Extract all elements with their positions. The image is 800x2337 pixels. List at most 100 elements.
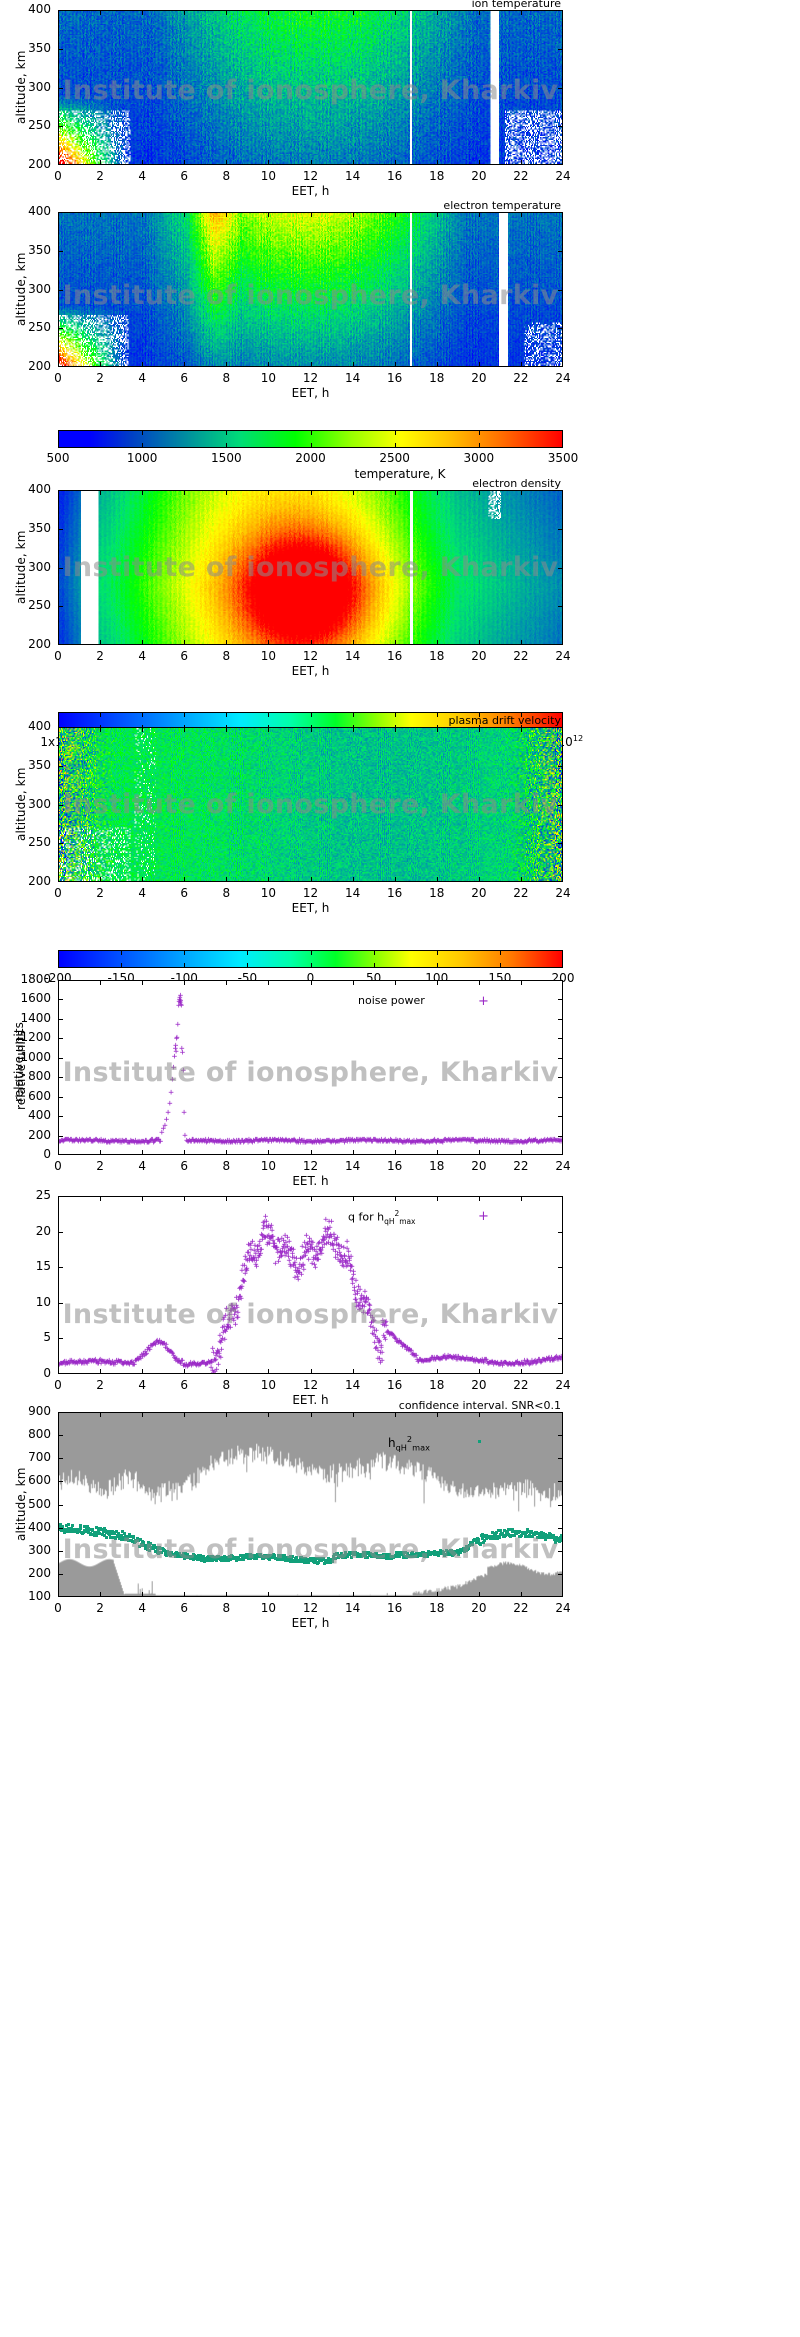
x-tick-mark [142, 1150, 144, 1155]
y-tick-mark [58, 1302, 63, 1304]
data-point: + [140, 1136, 147, 1147]
data-point: + [556, 1136, 562, 1147]
data-point: + [369, 1137, 376, 1148]
data-point: + [423, 1355, 429, 1366]
data-point [145, 1546, 149, 1550]
data-point: + [182, 1360, 188, 1371]
data-point: + [441, 1135, 447, 1146]
data-point: + [302, 1242, 309, 1253]
data-point: + [209, 1366, 216, 1374]
data-point [137, 1544, 141, 1548]
data-point [100, 1532, 104, 1536]
x-tick-mark [226, 1196, 228, 1201]
data-point: + [534, 1137, 541, 1148]
data-point: + [214, 1365, 220, 1374]
colorbar-tick [499, 950, 501, 955]
data-point: + [162, 1120, 168, 1131]
data-point: + [270, 1232, 276, 1243]
data-point [297, 1560, 301, 1564]
data-point: + [239, 1136, 246, 1147]
data-point: + [529, 1356, 535, 1367]
data-point: + [205, 1135, 212, 1146]
data-point: + [359, 1135, 366, 1146]
x-tick-mark [142, 980, 144, 985]
y-tick-mark [558, 606, 563, 608]
data-point: + [239, 1282, 245, 1293]
data-point: + [359, 1295, 365, 1305]
data-point: + [407, 1138, 414, 1149]
data-point: + [298, 1261, 305, 1272]
x-tick-mark [352, 640, 354, 645]
data-point: + [353, 1295, 359, 1306]
data-point: + [281, 1247, 288, 1258]
data-point: + [503, 1137, 509, 1148]
data-point: + [311, 1260, 318, 1271]
data-point: + [376, 1353, 383, 1364]
data-point: + [460, 1135, 467, 1146]
data-point [559, 1534, 562, 1538]
data-point: + [434, 1135, 441, 1146]
data-point: + [224, 1135, 231, 1146]
data-point: + [290, 1135, 296, 1146]
data-point: + [213, 1137, 220, 1148]
data-point: + [419, 1356, 425, 1367]
data-point: + [541, 1355, 547, 1366]
data-point: + [380, 1136, 387, 1147]
x-tick-mark [436, 980, 438, 985]
x-tick-plasma-drift-velocity-0: 0 [54, 886, 62, 900]
data-point: + [197, 1360, 204, 1371]
colorbar-tick [142, 443, 144, 448]
colorbar-tick [268, 712, 270, 717]
data-point: + [64, 1358, 71, 1369]
data-point: + [346, 1253, 353, 1264]
data-point: + [474, 1355, 481, 1366]
data-point: + [342, 1257, 349, 1268]
data-point: + [257, 1135, 263, 1146]
data-point: + [255, 1253, 261, 1264]
data-point [423, 1554, 427, 1558]
data-point: + [387, 1328, 393, 1339]
data-point [123, 1534, 127, 1538]
data-point: + [332, 1234, 338, 1245]
data-point: + [421, 1355, 428, 1366]
data-point: + [236, 1291, 243, 1302]
data-point: + [128, 1135, 134, 1146]
data-point: + [391, 1333, 397, 1344]
data-point: + [293, 1267, 300, 1278]
x-tick-noise-power-0: 0 [54, 1159, 62, 1173]
data-point: + [225, 1323, 231, 1334]
data-point: + [443, 1135, 450, 1146]
data-point: + [266, 1136, 272, 1147]
data-point: + [346, 1135, 352, 1146]
data-point: + [354, 1134, 360, 1145]
data-point: + [508, 1360, 514, 1371]
data-point: + [123, 1359, 130, 1370]
data-point [484, 1534, 488, 1538]
data-point: + [337, 1257, 344, 1268]
data-point: + [336, 1136, 342, 1147]
data-point: + [228, 1137, 234, 1148]
data-point: + [316, 1244, 323, 1255]
data-point: + [460, 1354, 467, 1365]
data-point [496, 1529, 500, 1533]
data-point: + [212, 1137, 218, 1148]
data-point: + [471, 1136, 478, 1147]
data-point [210, 1558, 214, 1562]
data-point: + [455, 1355, 461, 1366]
data-point: + [487, 1136, 493, 1147]
data-point: + [165, 1345, 171, 1356]
data-point: + [400, 1339, 406, 1350]
data-point: + [406, 1346, 412, 1357]
x-tick-mark [310, 10, 312, 15]
data-point: + [313, 1137, 320, 1148]
data-point: + [271, 1239, 277, 1250]
x-tick-mark [478, 212, 480, 217]
data-point [162, 1548, 166, 1552]
data-point: + [210, 1368, 217, 1374]
data-point: + [206, 1137, 213, 1148]
legend-marker-q: + [478, 1209, 489, 1224]
data-point: + [367, 1322, 374, 1333]
data-point: + [232, 1307, 239, 1318]
data-point: + [449, 1353, 455, 1364]
data-point: + [208, 1357, 214, 1368]
